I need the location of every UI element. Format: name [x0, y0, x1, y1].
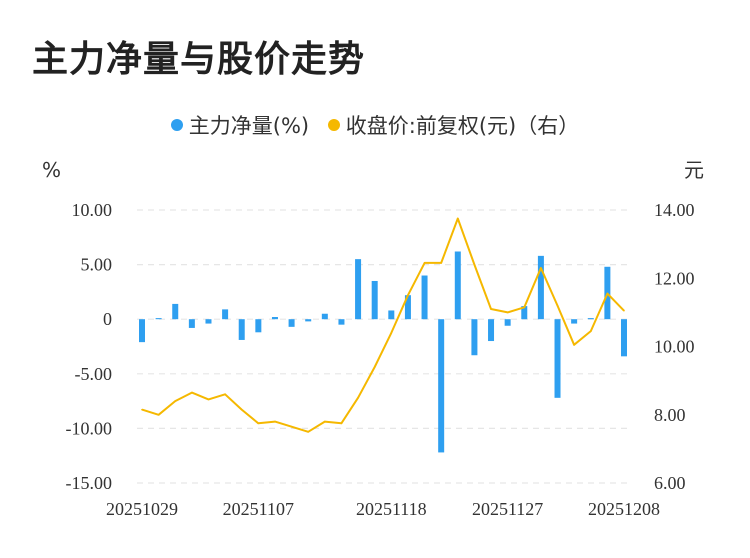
y-left-tick-label: 5.00: [81, 255, 113, 275]
bar: [355, 259, 362, 320]
bar: [288, 319, 295, 327]
y-left-unit: %: [42, 158, 61, 182]
legend-label: 收盘价:前复权(元)（右）: [345, 114, 580, 138]
bar: [305, 319, 312, 322]
y-left-tick-label: -5.00: [75, 364, 113, 384]
price-point: [523, 306, 526, 309]
legend-label: 主力净量(%): [188, 114, 310, 138]
x-tick-label: 20251118: [356, 499, 427, 519]
bar: [371, 280, 378, 320]
price-point: [490, 308, 492, 310]
price-point: [307, 431, 310, 433]
price-point: [141, 408, 143, 411]
y-left-tick-label: 10.00: [72, 200, 113, 220]
bar: [139, 319, 145, 343]
bar-series: [139, 251, 627, 453]
bar: [172, 303, 179, 320]
bar: [388, 310, 395, 320]
bar: [421, 275, 428, 320]
legend-dot-icon: [327, 119, 340, 131]
bar: [471, 319, 478, 356]
price-point: [340, 422, 343, 425]
bar: [188, 319, 195, 328]
price-point: [440, 262, 442, 264]
price-point: [191, 391, 193, 394]
price-point: [324, 420, 326, 423]
bar: [504, 319, 511, 326]
price-point: [540, 267, 542, 269]
price-point: [373, 366, 376, 368]
y-right-unit: 元: [684, 158, 704, 182]
price-point: [423, 262, 426, 264]
bar: [255, 319, 262, 333]
bar: [321, 313, 328, 320]
bar: [205, 319, 212, 324]
y-right-tick-label: 10.00: [654, 337, 695, 357]
x-tick-label: 20251107: [223, 499, 294, 519]
price-point: [506, 311, 509, 314]
bar: [571, 319, 578, 324]
price-point: [606, 292, 609, 295]
legend-item-main-net[interactable]: 主力净量(%): [170, 110, 310, 140]
price-point: [274, 420, 276, 423]
price-point: [240, 408, 243, 411]
x-tick-label: 20251208: [588, 499, 660, 519]
y-right-tick-label: 6.00: [654, 473, 686, 493]
price-point: [556, 304, 559, 307]
bar: [587, 318, 594, 320]
bar: [438, 319, 445, 453]
y-left-tick-label: -10.00: [66, 418, 113, 438]
price-point: [589, 330, 592, 332]
bar: [238, 319, 245, 340]
y-right-tick-label: 14.00: [654, 200, 695, 220]
bar: [488, 319, 495, 342]
price-point: [573, 343, 575, 346]
price-point: [257, 422, 260, 425]
bar: [521, 306, 528, 320]
price-point: [623, 309, 625, 312]
y-left-tick-label: -15.00: [66, 473, 113, 493]
price-point: [224, 393, 226, 396]
x-tick-label: 20251127: [472, 499, 543, 519]
price-point: [473, 263, 476, 266]
price-point: [407, 294, 409, 297]
legend-item-close-price[interactable]: 收盘价:前复权(元)（右）: [327, 110, 580, 140]
price-line: [141, 217, 625, 433]
bar: [554, 319, 561, 398]
price-point: [174, 400, 177, 402]
bar: [222, 309, 229, 320]
bar: [338, 319, 345, 325]
bar: [271, 317, 278, 320]
y-right-tick-label: 8.00: [654, 405, 686, 425]
bar: [155, 318, 162, 320]
price-point: [290, 425, 293, 428]
x-tick-label: 20251029: [106, 499, 178, 519]
price-point: [207, 398, 210, 401]
page-title: 主力净量与股价走势: [32, 39, 366, 80]
price-point: [357, 396, 359, 399]
axis-labels: 10.00 5.00 0 -5.00 -10.00 -15.00 14.00 12.00 10.…: [42, 158, 704, 519]
bar: [454, 251, 461, 320]
line-series: [141, 217, 625, 433]
bar: [537, 255, 544, 320]
y-right-tick-label: 12.00: [654, 268, 695, 288]
bar: [404, 295, 411, 320]
bar: [621, 319, 627, 357]
legend-dot-icon: [170, 119, 183, 131]
grid-lines: [137, 209, 630, 484]
y-left-tick-label: 0: [103, 309, 112, 329]
price-point: [390, 332, 393, 334]
price-point: [456, 217, 459, 220]
chart-legend: 主力净量(%) 收盘价:前复权(元)（右）: [0, 110, 750, 140]
price-point: [157, 413, 160, 416]
